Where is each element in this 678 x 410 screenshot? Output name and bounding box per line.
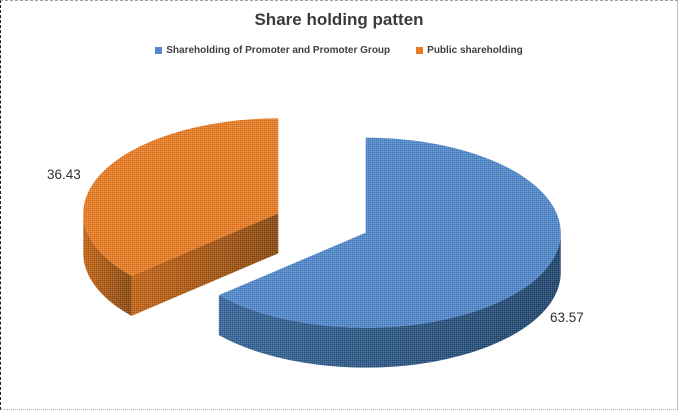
slice-value-label: 63.57 <box>550 310 584 325</box>
legend-item-label: Public shareholding <box>427 45 523 56</box>
legend-swatch-icon <box>416 47 424 54</box>
chart-title: Share holding patten <box>254 10 424 29</box>
legend-item[interactable]: Public shareholding <box>416 45 523 56</box>
chart-legend: Shareholding of Promoter and Promoter Gr… <box>1 45 677 56</box>
slice-value-label: 36.43 <box>47 167 81 182</box>
legend-swatch-icon <box>155 47 163 54</box>
legend-item-label: Shareholding of Promoter and Promoter Gr… <box>166 45 391 56</box>
legend-item[interactable]: Shareholding of Promoter and Promoter Gr… <box>155 45 390 56</box>
